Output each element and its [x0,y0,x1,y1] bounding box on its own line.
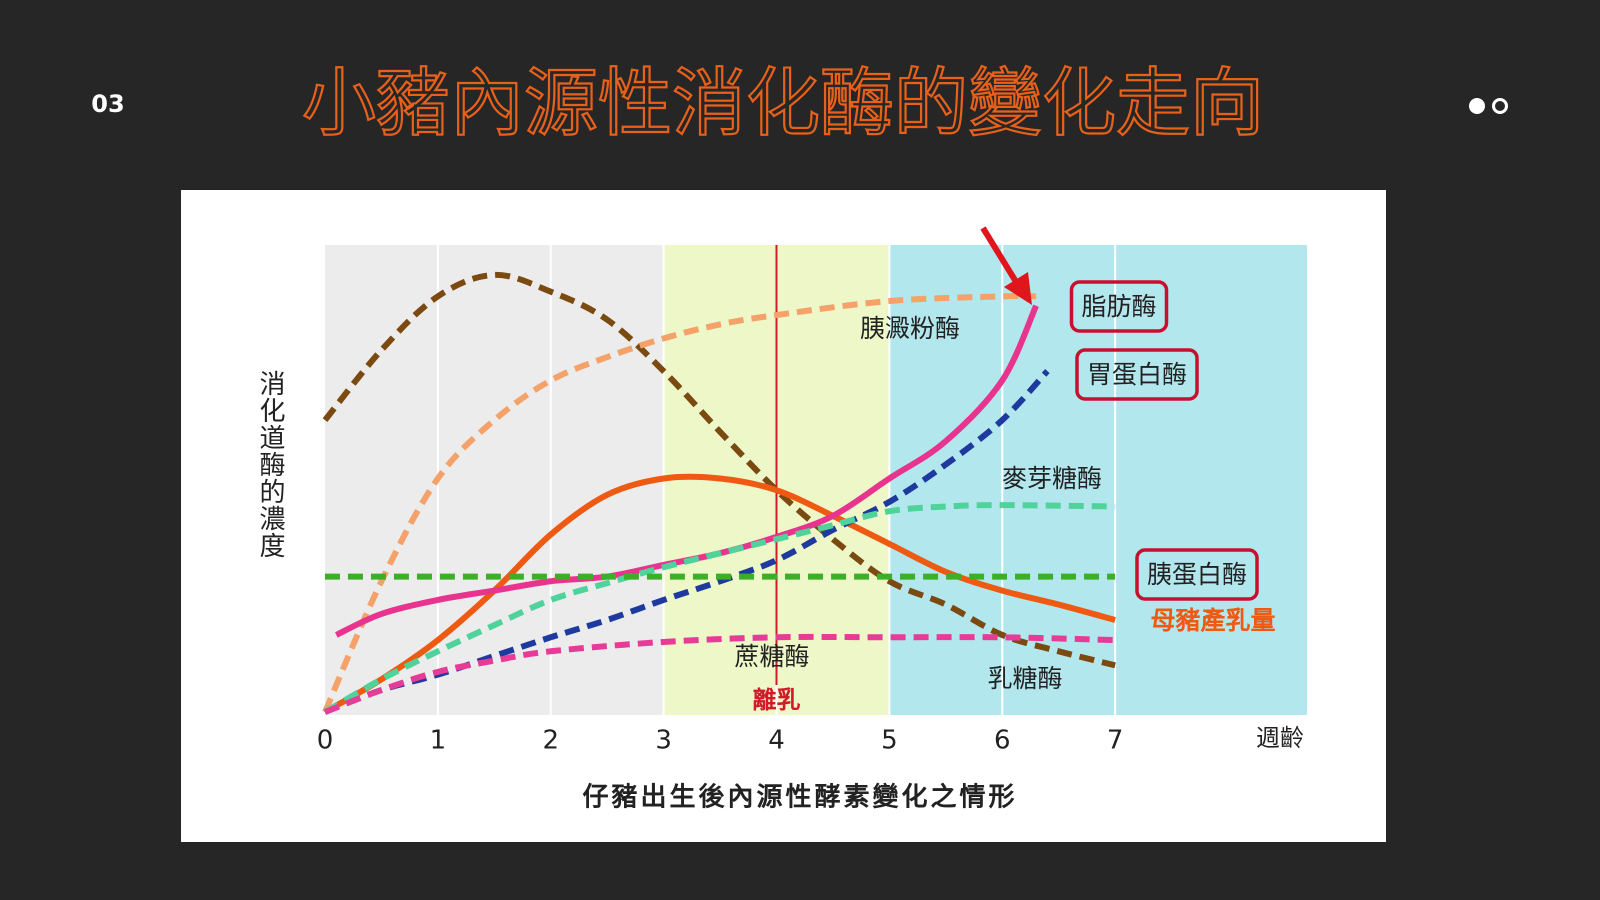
series-line [322,293,1037,714]
highlight-box [1069,280,1169,333]
slide-title: 小豬內源性消化酶的變化走向 [302,61,1264,147]
x-tick-label: 7 [1107,726,1124,756]
x-unit-label: 週齡 [1256,724,1304,752]
series-label: 蔗糖酶 [734,642,809,671]
series-label: 胰澱粉酶 [860,314,960,343]
series-line [323,633,1116,715]
series-line [323,473,1116,715]
series-label: 乳糖酶 [987,664,1062,693]
y-axis-title: 消化道酶的濃度 [255,370,285,559]
region [325,245,664,715]
x-tick-label: 3 [655,726,672,756]
x-tick-label: 1 [430,726,447,756]
dot [1469,98,1485,114]
x-tick-label: 5 [881,726,898,756]
series-line [322,271,1116,669]
slide-number: 03 [91,90,124,118]
series-label: 胰蛋白酶 [1147,560,1247,589]
series-label: 胃蛋白酶 [1087,360,1187,389]
dot-ring [1492,98,1508,114]
series-label: 脂肪酶 [1081,292,1156,321]
x-tick-label: 4 [768,726,785,756]
annotation-label: 離乳 [752,686,800,714]
x-axis-title: 仔豬出生後內源性酵素變化之情形 [582,782,1017,813]
highlight-box [1135,548,1259,601]
x-tick-label: 0 [317,726,334,756]
x-tick-label: 2 [542,726,559,756]
highlight-box [1075,348,1199,401]
series-label: 麥芽糖酶 [1002,464,1102,493]
x-tick-label: 6 [994,726,1011,756]
series-label: 母豬產乳量 [1150,606,1275,635]
arrow-shaft [980,226,1021,287]
arrow-head [1004,272,1032,305]
